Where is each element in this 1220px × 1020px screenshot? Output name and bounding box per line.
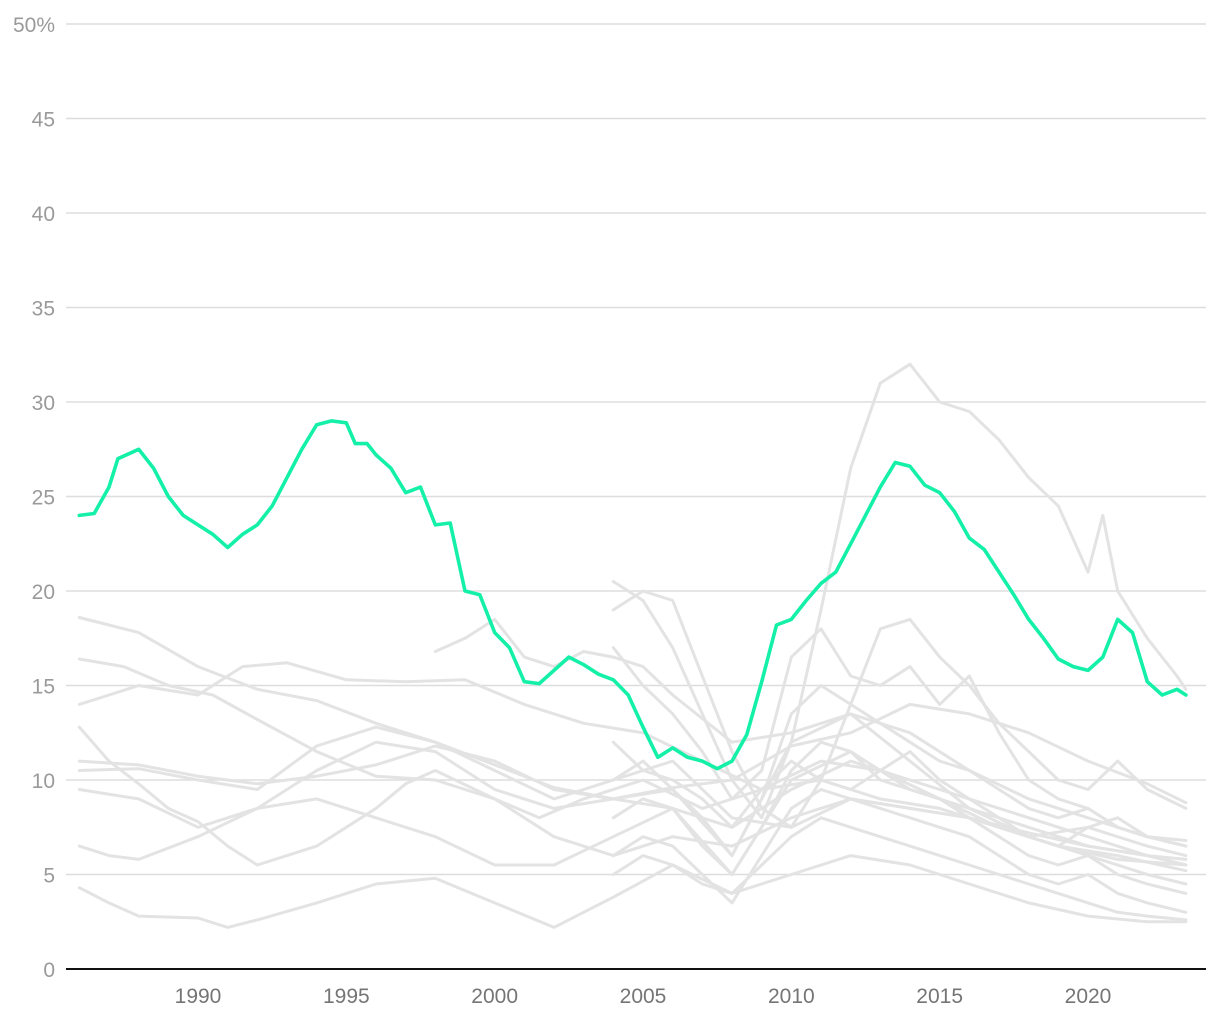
x-tick-label: 2015 — [916, 985, 963, 1008]
x-tick-label: 2005 — [620, 985, 667, 1008]
y-tick-label: 35 — [32, 298, 55, 321]
x-tick-label: 2000 — [471, 985, 518, 1008]
x-tick-label: 2020 — [1065, 985, 1112, 1008]
background-series-line-14 — [611, 684, 1188, 858]
highlighted-series-line — [77, 419, 1188, 771]
background-series-line-15 — [611, 740, 1188, 895]
background-series-line-10 — [433, 617, 1188, 848]
y-axis-tick-labels: 0 5 10 15 20 25 30 35 40 45 50% — [13, 14, 55, 982]
y-tick-label: 50% — [13, 14, 55, 37]
y-tick-label: 45 — [32, 109, 55, 132]
y-tick-label: 20 — [32, 581, 55, 604]
background-series — [77, 362, 1188, 929]
background-series-line-17 — [611, 740, 1188, 848]
x-axis-tick-labels: 1990 1995 2000 2005 2010 2015 2020 — [175, 985, 1112, 1008]
y-tick-label: 30 — [32, 392, 55, 415]
y-tick-label: 0 — [43, 959, 55, 982]
highlighted-series — [77, 419, 1188, 771]
background-series-line-11 — [611, 362, 1188, 820]
background-series-line-9 — [77, 854, 1188, 929]
background-series-line-13 — [611, 627, 1188, 848]
x-tick-label: 1995 — [323, 985, 370, 1008]
y-tick-label: 10 — [32, 770, 55, 793]
background-series-line-2 — [77, 657, 1188, 867]
background-series-line-8 — [77, 750, 1188, 876]
x-tick-label: 2010 — [768, 985, 815, 1008]
y-tick-label: 15 — [32, 676, 55, 699]
gridlines — [66, 23, 1206, 876]
background-series-line-18 — [611, 816, 1188, 922]
x-tick-label: 1990 — [175, 985, 222, 1008]
background-series-line-12 — [611, 589, 1188, 829]
y-tick-label: 25 — [32, 487, 55, 510]
y-tick-label: 5 — [43, 865, 55, 888]
y-tick-label: 40 — [32, 203, 55, 226]
background-series-line-16 — [611, 788, 1188, 914]
